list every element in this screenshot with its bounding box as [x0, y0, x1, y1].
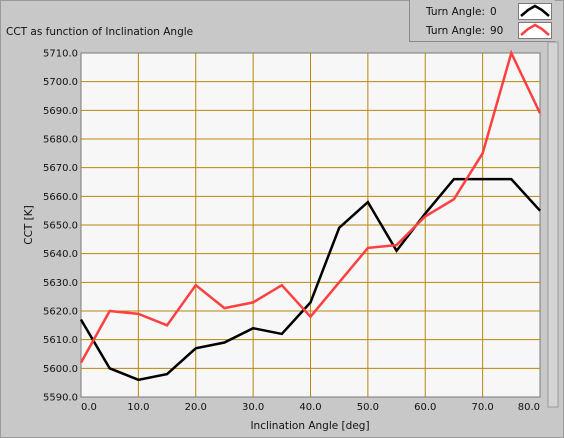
plot-right-bevel — [547, 41, 559, 408]
data-point — [281, 333, 283, 335]
data-point — [80, 362, 82, 364]
data-point — [195, 284, 197, 286]
data-point — [482, 178, 484, 180]
x-axis-label: Inclination Angle [deg] — [250, 420, 369, 432]
legend-swatch-icon — [518, 22, 552, 39]
legend-item-series-0[interactable]: Turn Angle: 0 — [410, 2, 555, 21]
data-point — [539, 112, 541, 114]
chart-title: CCT as function of Inclination Angle — [6, 26, 194, 38]
x-tick-labels: 0.0 10.0 20.0 30.0 40.0 50.0 60.0 70.0 80.0 — [81, 402, 540, 413]
data-point — [166, 373, 168, 375]
data-point — [539, 210, 541, 212]
legend-line-icon — [520, 4, 550, 17]
series-lines — [79, 49, 542, 382]
data-point — [137, 313, 139, 315]
y-tick-label: 5610.0 — [43, 335, 78, 346]
data-point — [338, 281, 340, 283]
y-tick-label: 5650.0 — [43, 221, 78, 232]
data-point — [109, 367, 111, 369]
data-point — [195, 347, 197, 349]
y-tick-label: 5660.0 — [43, 192, 78, 203]
data-point — [396, 244, 398, 246]
data-point — [424, 213, 426, 215]
data-point — [510, 52, 512, 54]
legend-label: Turn Angle: — [426, 6, 486, 18]
data-point — [453, 178, 455, 180]
y-tick-label: 5700.0 — [43, 77, 78, 88]
y-tick-label: 5690.0 — [43, 106, 78, 117]
data-point — [223, 342, 225, 344]
x-tick-label: 60.0 — [414, 402, 436, 413]
y-tick-label: 5590.0 — [43, 393, 78, 404]
data-point — [109, 310, 111, 312]
legend-swatch-icon — [518, 3, 552, 20]
data-point — [453, 198, 455, 200]
y-tick-label: 5620.0 — [43, 307, 78, 318]
y-tick-label: 5680.0 — [43, 135, 78, 146]
data-point — [281, 284, 283, 286]
y-axis-label: CCT [K] — [23, 205, 35, 245]
x-tick-label: 30.0 — [242, 402, 264, 413]
data-point — [310, 316, 311, 318]
y-tick-label: 5710.0 — [43, 49, 78, 60]
data-point — [223, 307, 225, 309]
y-tick-label: 5640.0 — [43, 249, 78, 260]
x-tick-label: 80.0 — [518, 402, 540, 413]
data-point — [252, 327, 254, 329]
data-point — [80, 319, 82, 321]
y-tick-label: 5600.0 — [43, 364, 78, 375]
data-point — [310, 301, 311, 303]
chart-legend: Turn Angle: 0 Turn Angle: 90 — [409, 0, 555, 42]
x-tick-label: 70.0 — [471, 402, 493, 413]
y-tick-labels: 5590.0 5600.0 5610.0 5620.0 5630.0 5640.0 5650… — [43, 49, 78, 404]
legend-value: 0 — [490, 6, 497, 18]
grid-lines — [81, 53, 540, 397]
y-tick-label: 5670.0 — [43, 163, 78, 174]
x-tick-label: 0.0 — [81, 402, 97, 413]
legend-line-icon — [520, 23, 550, 36]
data-point — [482, 152, 484, 154]
legend-label: Turn Angle: — [426, 25, 486, 37]
data-point — [252, 301, 254, 303]
legend-item-series-1[interactable]: Turn Angle: 90 — [410, 21, 555, 40]
data-point — [510, 178, 512, 180]
legend-value: 90 — [490, 25, 504, 37]
data-point — [166, 324, 168, 326]
x-tick-label: 40.0 — [299, 402, 321, 413]
data-point — [367, 201, 369, 203]
data-point — [367, 247, 369, 249]
x-tick-label: 20.0 — [185, 402, 207, 413]
x-tick-label: 10.0 — [127, 402, 149, 413]
data-point — [424, 215, 426, 217]
y-tick-label: 5630.0 — [43, 278, 78, 289]
data-point — [338, 227, 340, 229]
data-point — [396, 250, 398, 252]
data-point — [137, 379, 139, 381]
x-tick-label: 50.0 — [357, 402, 379, 413]
